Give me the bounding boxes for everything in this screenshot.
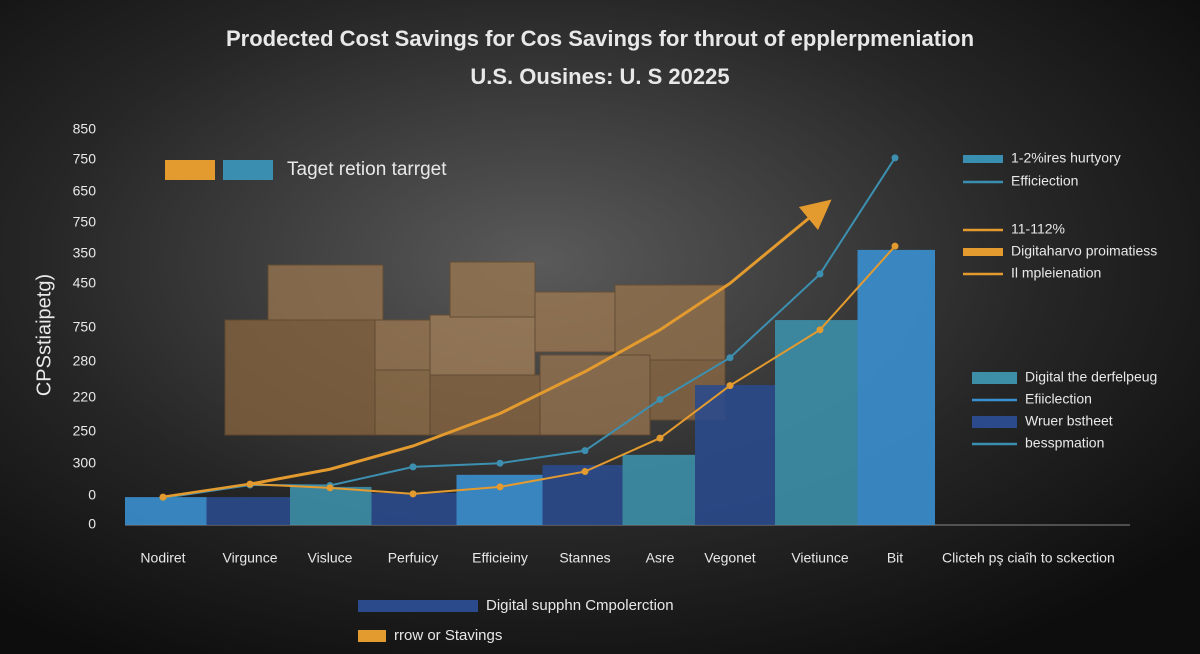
x-tick-label: Vietiunce <box>791 550 849 566</box>
y-tick-label: 750 <box>73 151 97 167</box>
y-tick-label: 850 <box>73 121 97 137</box>
x-tick-label: Vegonet <box>704 550 755 566</box>
legend-label: Digitaharvo proimatiess <box>1011 243 1157 259</box>
legend-swatch <box>963 248 1003 256</box>
bar <box>206 497 290 525</box>
chart-subtitle: U.S. Ousines: U. S 20225 <box>470 64 729 89</box>
line-series <box>162 199 832 499</box>
x-tick-label: Stannes <box>559 550 610 566</box>
legend-label: Digital supphn Cmpolerction <box>486 597 674 614</box>
x-tick-label: Asre <box>646 550 675 566</box>
point <box>409 463 417 471</box>
legend-label: 1-2%ires hurtyory <box>1011 150 1121 166</box>
x-tick-label: Visluce <box>308 550 353 566</box>
x-tick-label: Bit <box>887 550 903 566</box>
legend-label: rrow or Stavings <box>394 627 502 644</box>
point <box>246 480 254 488</box>
legend-label: 11-112% <box>1011 221 1065 237</box>
y-tick-label: 300 <box>73 455 97 471</box>
legend-label: Il mpleienation <box>1011 265 1101 281</box>
legend-label: Digital the derfelpeug <box>1025 369 1157 385</box>
bar <box>456 474 543 525</box>
point <box>816 326 824 334</box>
legend-label: Wruer bstheet <box>1025 413 1113 429</box>
bar <box>125 497 207 525</box>
bar <box>622 454 695 525</box>
y-tick-label: 280 <box>73 353 97 369</box>
point <box>656 434 664 442</box>
annotation: Clicteh pş ciaîh to sckection <box>942 550 1115 566</box>
x-tick-label: Nodiret <box>140 550 185 566</box>
legend-label: Efficiection <box>1011 173 1078 189</box>
legend-label: besspmation <box>1025 435 1104 451</box>
legend-swatch <box>223 160 273 180</box>
y-tick-label: 250 <box>73 423 97 439</box>
point <box>726 382 734 390</box>
bar <box>857 249 935 526</box>
legend-label: Taget retion tarrget <box>287 159 447 180</box>
bar <box>371 492 457 525</box>
legend-swatch <box>358 630 386 642</box>
legend-swatch <box>972 372 1017 384</box>
legend-swatch <box>358 600 478 612</box>
y-tick-label: 650 <box>73 183 97 199</box>
point <box>816 270 824 278</box>
point <box>891 242 899 250</box>
point <box>159 493 167 501</box>
x-tick-label: Virgunce <box>222 550 277 566</box>
point <box>656 396 664 404</box>
chart-title: Prodected Cost Savings for Cos Savings f… <box>226 26 974 51</box>
point <box>496 483 504 491</box>
legend-swatch <box>963 155 1003 163</box>
point <box>581 468 589 476</box>
legend-swatch <box>972 416 1017 428</box>
line-series <box>162 245 896 499</box>
legend-label: Efiiclection <box>1025 391 1092 407</box>
y-tick-label: 0 <box>88 487 96 503</box>
box-illustration <box>224 261 726 436</box>
bar <box>542 465 623 525</box>
y-tick-label: 750 <box>73 214 97 230</box>
point <box>409 490 417 498</box>
point <box>496 459 504 467</box>
point <box>891 154 899 162</box>
point <box>726 354 734 362</box>
bar <box>775 320 858 525</box>
y-tick-label: 750 <box>73 319 97 335</box>
y-tick-label: 450 <box>73 275 97 291</box>
legend-swatch <box>165 160 215 180</box>
y-tick-label: 350 <box>73 245 97 261</box>
x-tick-label: Perfuicy <box>388 550 439 566</box>
point <box>326 484 334 492</box>
point <box>581 447 589 455</box>
bar <box>695 385 775 525</box>
y-tick-label: 0 <box>88 516 96 532</box>
y-tick-label: 220 <box>73 389 97 405</box>
y-axis-label: CPSstiaipetg) <box>33 274 55 396</box>
x-tick-label: Efficieiny <box>472 550 528 566</box>
bar <box>290 486 372 525</box>
